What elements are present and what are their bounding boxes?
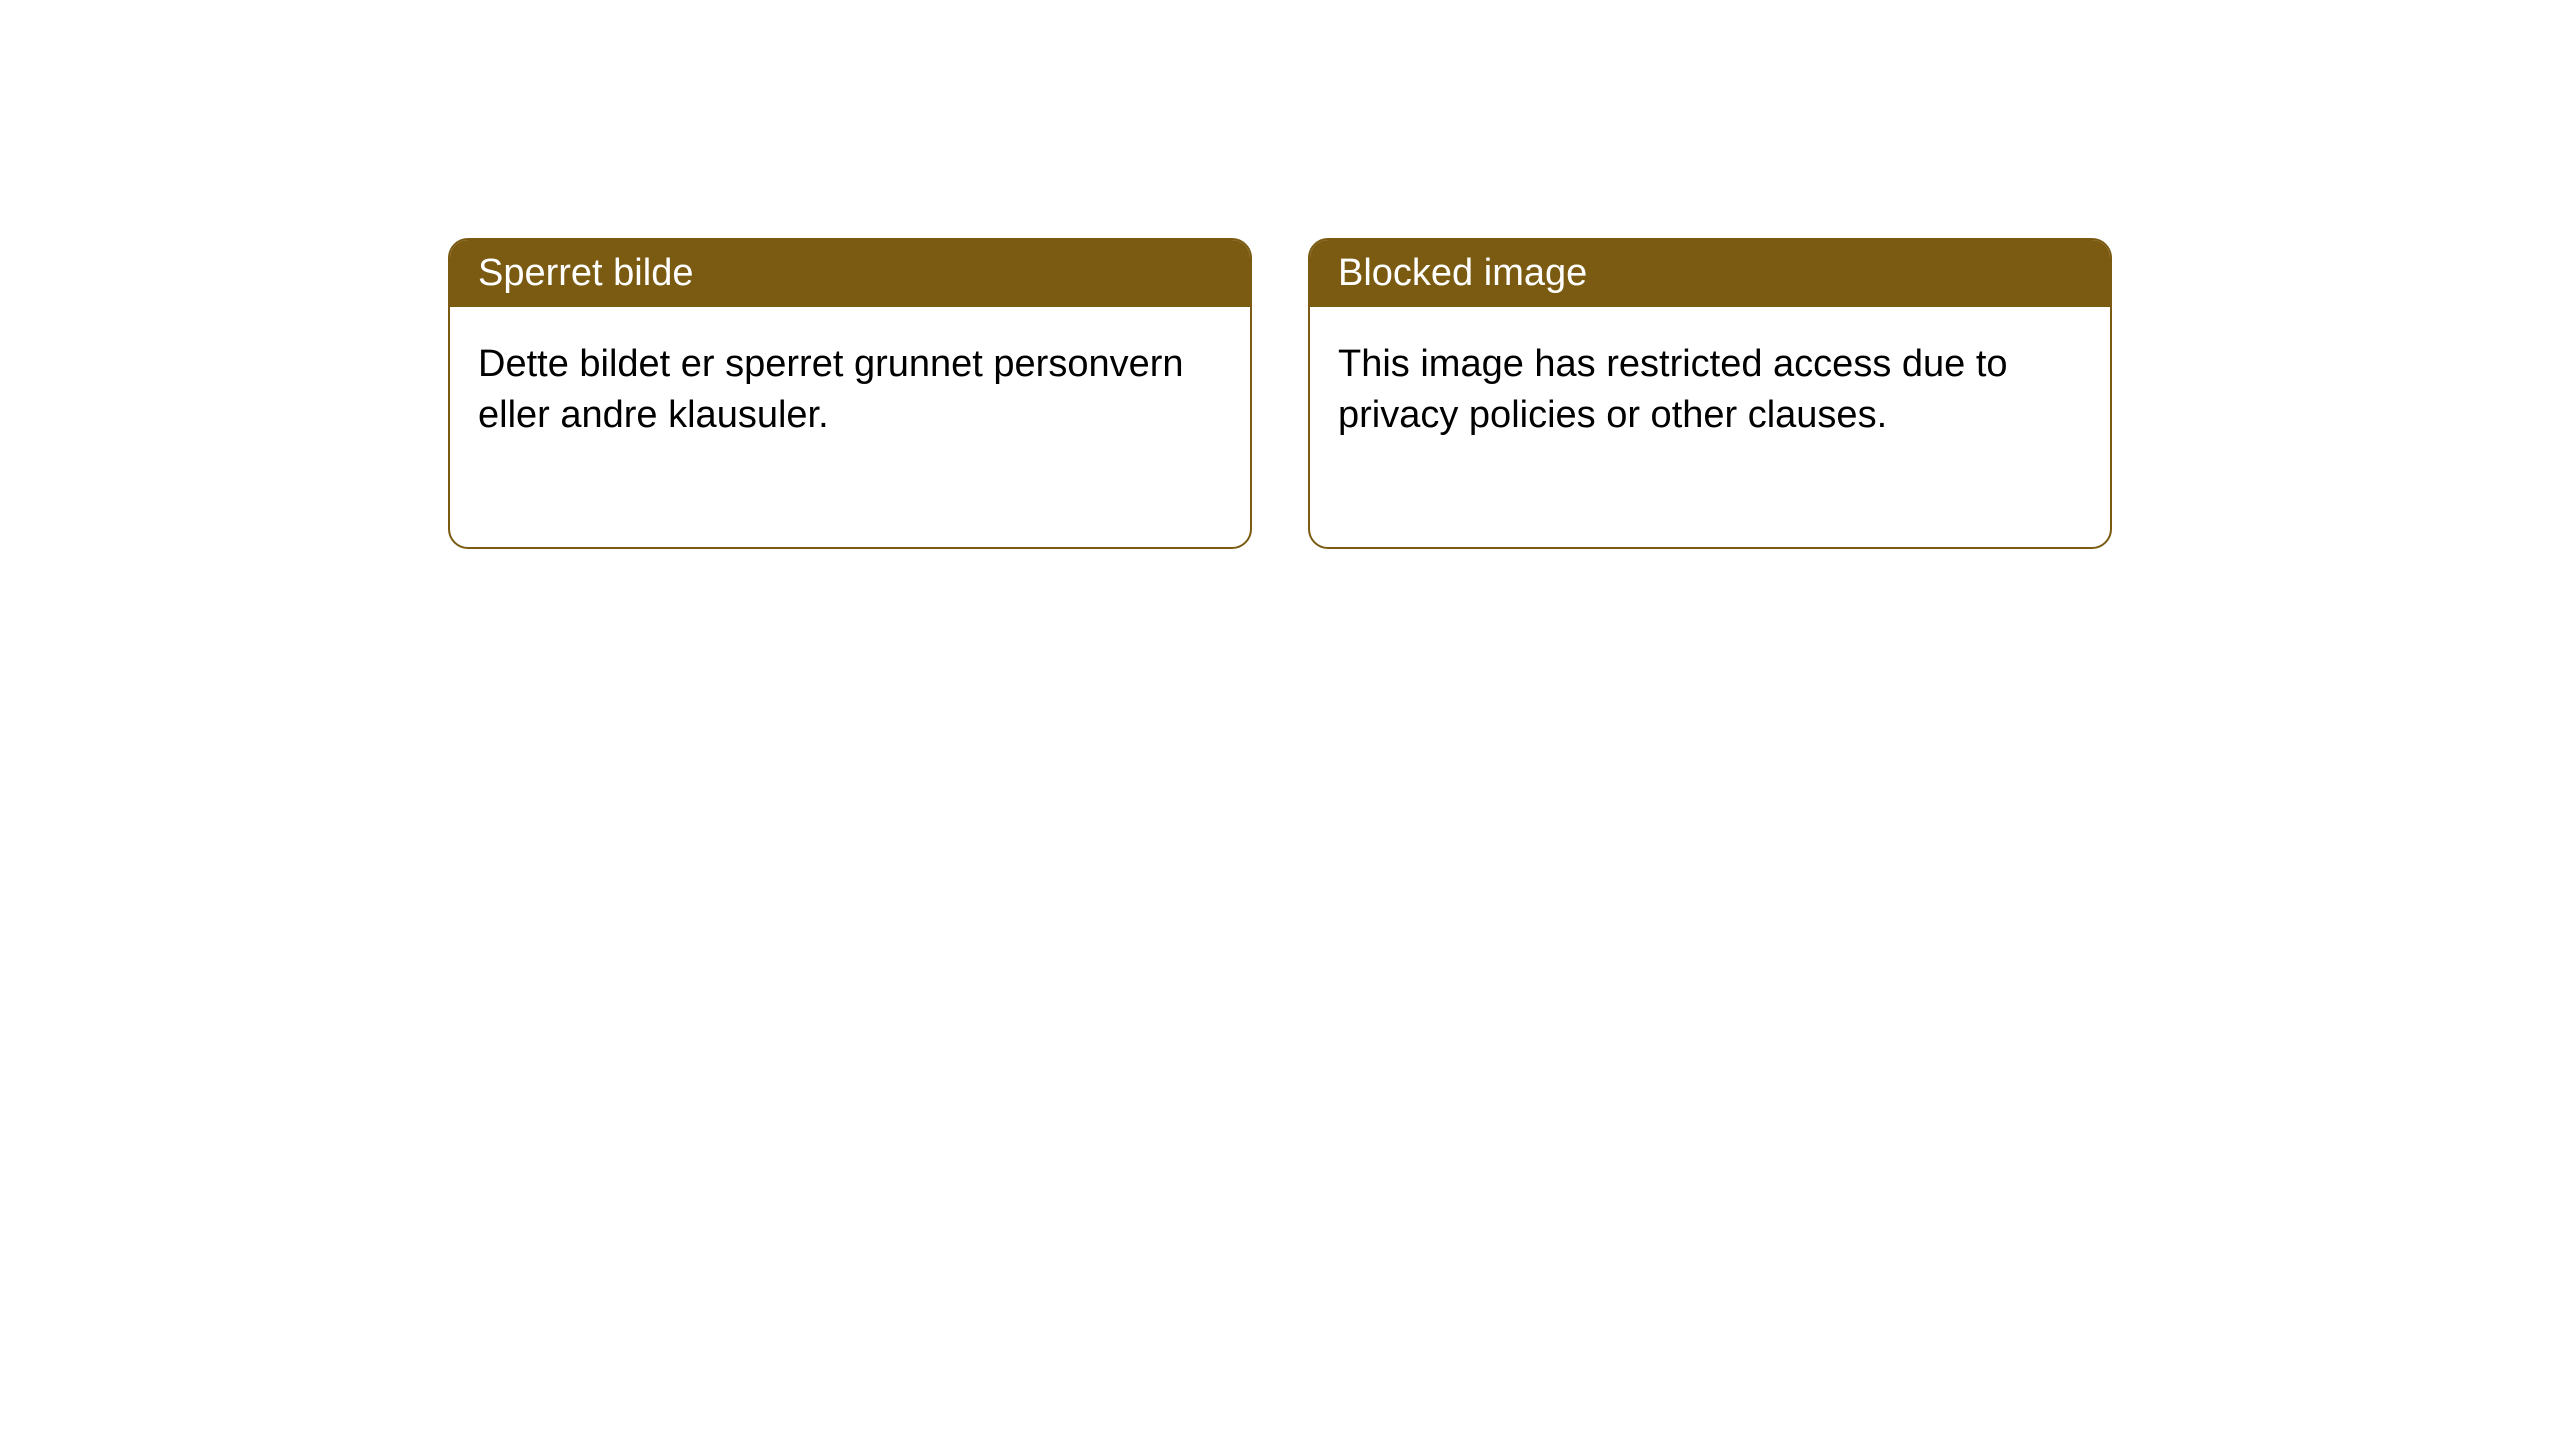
notice-body: Dette bildet er sperret grunnet personve… xyxy=(450,307,1250,547)
notice-title: Sperret bilde xyxy=(450,240,1250,307)
notice-body: This image has restricted access due to … xyxy=(1310,307,2110,547)
notice-title: Blocked image xyxy=(1310,240,2110,307)
notice-card-norwegian: Sperret bilde Dette bildet er sperret gr… xyxy=(448,238,1252,549)
notice-card-english: Blocked image This image has restricted … xyxy=(1308,238,2112,549)
notice-container: Sperret bilde Dette bildet er sperret gr… xyxy=(0,0,2560,549)
